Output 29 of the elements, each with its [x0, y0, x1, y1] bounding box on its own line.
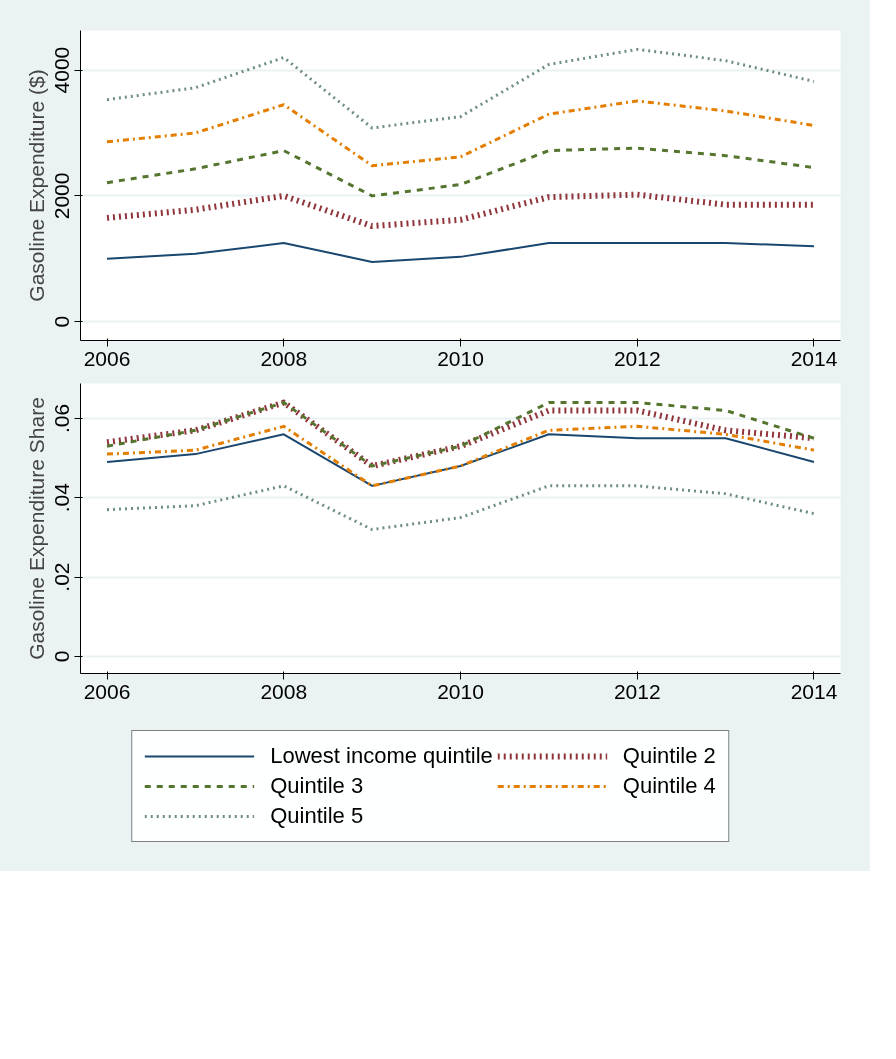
- x-tick-label: 2006: [83, 679, 131, 703]
- x-tick-label: 2012: [613, 346, 661, 370]
- legend-label: Lowest income quintile: [270, 743, 493, 769]
- y-tick-label: 0: [50, 315, 74, 328]
- x-tick-label: 2014: [790, 679, 838, 703]
- x-tick-label: 2006: [83, 346, 131, 370]
- line-series: [106, 242, 815, 263]
- x-tick-label: 2010: [437, 346, 484, 370]
- x-tick-label: 2012: [613, 679, 661, 703]
- y-tick-label: .04: [50, 482, 74, 513]
- x-tick-label: 2008: [260, 679, 308, 703]
- x-tick-label: 2008: [260, 346, 308, 370]
- y-axis-title: Gasoline Expenditure ($): [24, 69, 48, 302]
- legend-label: Quintile 5: [270, 803, 364, 829]
- y-tick-label: .06: [50, 403, 74, 434]
- legend-label: Quintile 3: [270, 773, 364, 799]
- x-tick-label: 2014: [790, 346, 838, 370]
- y-tick-label: 4000: [50, 46, 74, 94]
- line-series: [106, 433, 815, 487]
- line-series: [105, 484, 816, 531]
- legend-label: Quintile 2: [622, 743, 716, 769]
- y-tick-label: 0: [50, 650, 74, 663]
- line-series: [105, 424, 816, 488]
- line-series: [105, 47, 816, 130]
- legend-label: Quintile 4: [622, 773, 716, 799]
- y-tick-label: .02: [50, 562, 74, 592]
- y-axis-title: Gasoline Expenditure Share: [24, 397, 48, 660]
- x-tick-label: 2010: [437, 679, 484, 703]
- y-tick-label: 2000: [50, 172, 74, 220]
